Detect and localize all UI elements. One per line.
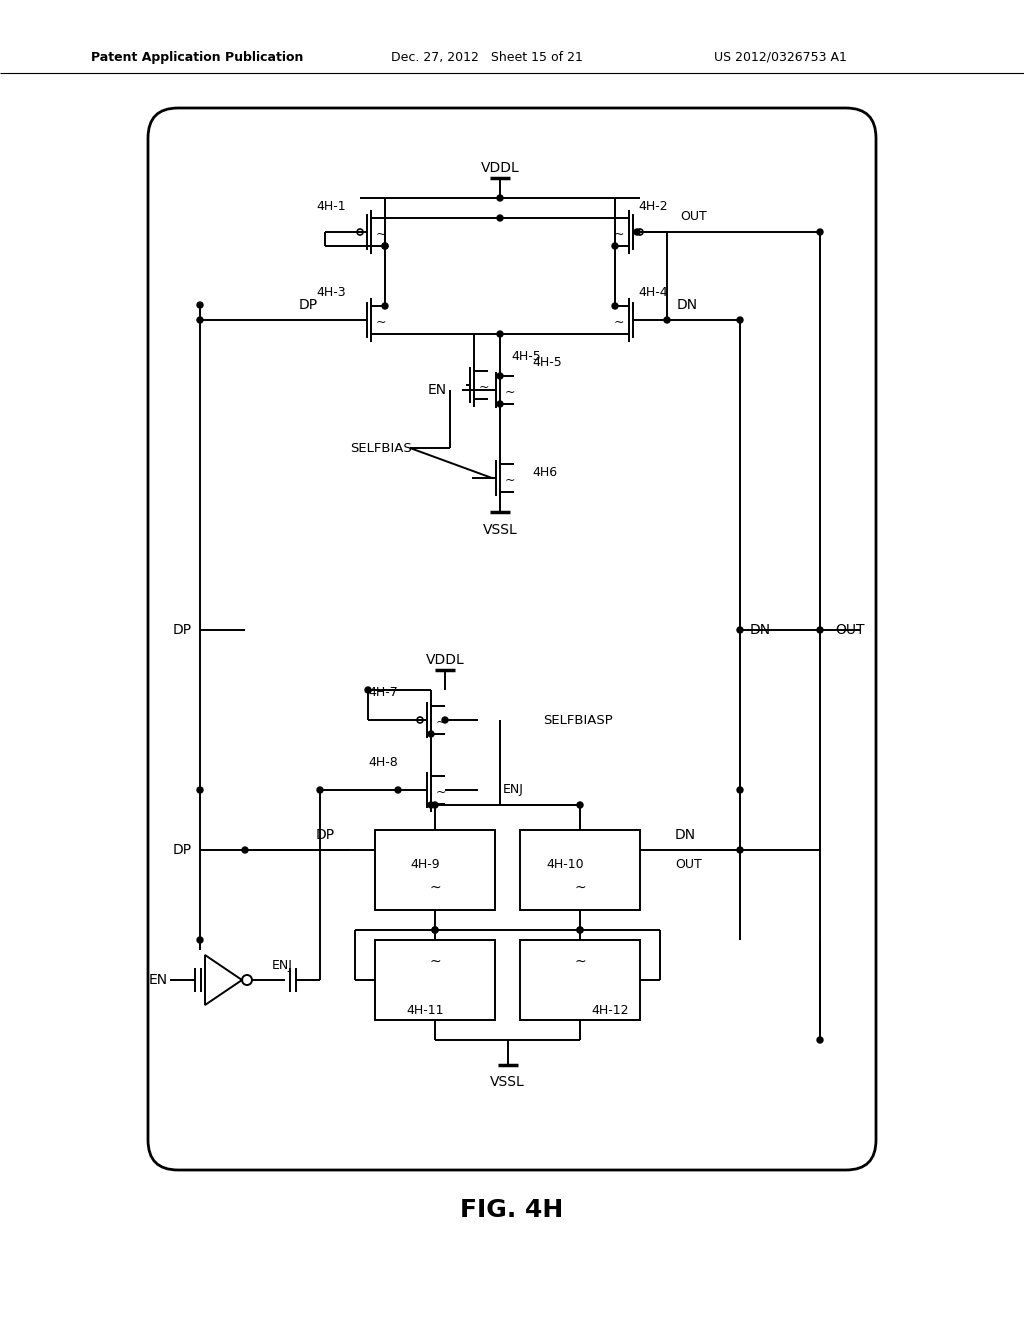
Text: ~: ~ [376,227,386,240]
Text: ~: ~ [613,227,625,240]
Text: SELFBIASP: SELFBIASP [543,714,612,726]
Circle shape [317,787,323,793]
Text: ~: ~ [574,954,586,969]
Circle shape [428,803,434,808]
Text: 4H-1: 4H-1 [316,201,346,214]
Circle shape [382,304,388,309]
Circle shape [197,302,203,308]
Text: DN: DN [675,828,696,842]
FancyBboxPatch shape [148,108,876,1170]
Circle shape [432,927,438,933]
Circle shape [577,803,583,808]
Circle shape [497,401,503,407]
Text: ~: ~ [613,315,625,329]
Text: OUT: OUT [835,623,864,638]
Circle shape [497,374,503,379]
Circle shape [817,627,823,634]
Text: ~: ~ [436,715,446,729]
Text: DN: DN [750,623,771,638]
Circle shape [365,686,371,693]
Bar [520,940,640,1020]
Text: VDDL: VDDL [426,653,464,667]
Circle shape [197,317,203,323]
Text: 4H-11: 4H-11 [407,1003,443,1016]
Circle shape [442,717,449,723]
Text: 4H6: 4H6 [532,466,557,479]
Text: 4H-2: 4H-2 [638,201,668,214]
Bar [375,940,495,1020]
Text: Dec. 27, 2012   Sheet 15 of 21: Dec. 27, 2012 Sheet 15 of 21 [391,50,583,63]
Text: DP: DP [315,828,335,842]
Text: DP: DP [173,843,193,857]
Circle shape [497,331,503,337]
Circle shape [242,847,248,853]
Circle shape [197,937,203,942]
Text: SELFBIAS: SELFBIAS [350,441,412,454]
Circle shape [737,627,743,634]
Text: DN: DN [677,298,698,312]
Text: Patent Application Publication: Patent Application Publication [91,50,303,63]
Circle shape [197,787,203,793]
Text: 4H-5: 4H-5 [532,355,562,368]
Circle shape [432,803,438,808]
Text: 4H-9: 4H-9 [411,858,440,871]
Bar [375,830,495,909]
Text: VDDL: VDDL [480,161,519,176]
Circle shape [817,228,823,235]
Text: ~: ~ [479,380,489,393]
Text: DP: DP [299,298,318,312]
Circle shape [497,215,503,220]
Text: ~: ~ [429,880,440,895]
Text: OUT: OUT [675,858,701,871]
Circle shape [634,228,640,235]
Circle shape [737,847,743,853]
Text: ENJ: ENJ [272,958,293,972]
Circle shape [577,927,583,933]
Circle shape [737,787,743,793]
Text: ~: ~ [505,385,515,399]
Text: FIG. 4H: FIG. 4H [461,1199,563,1222]
Text: VSSL: VSSL [482,523,517,537]
Circle shape [737,317,743,323]
Bar [520,830,640,909]
Text: ENJ: ENJ [503,784,524,796]
Text: 4H-10: 4H-10 [546,858,584,871]
Circle shape [612,243,618,249]
Circle shape [497,195,503,201]
Circle shape [395,787,401,793]
Text: VSSL: VSSL [490,1074,525,1089]
Text: ~: ~ [574,880,586,895]
Text: ~: ~ [505,474,515,487]
Circle shape [382,243,388,249]
Text: 4H-5: 4H-5 [511,351,541,363]
Text: 4H-8: 4H-8 [369,755,398,768]
Text: ~: ~ [436,785,446,799]
Circle shape [817,1038,823,1043]
Text: 4H-7: 4H-7 [369,685,398,698]
Circle shape [432,927,438,933]
Text: EN: EN [148,973,168,987]
Text: 4H-12: 4H-12 [591,1003,629,1016]
Circle shape [664,317,670,323]
Circle shape [428,731,434,737]
Circle shape [612,304,618,309]
Text: EN: EN [428,383,447,397]
Text: 4H-3: 4H-3 [316,285,346,298]
Text: ~: ~ [429,954,440,969]
Text: ~: ~ [376,315,386,329]
Text: OUT: OUT [680,210,707,223]
Circle shape [577,927,583,933]
Circle shape [382,243,388,249]
Text: US 2012/0326753 A1: US 2012/0326753 A1 [714,50,847,63]
Text: DP: DP [173,623,193,638]
Text: 4H-4: 4H-4 [638,285,668,298]
